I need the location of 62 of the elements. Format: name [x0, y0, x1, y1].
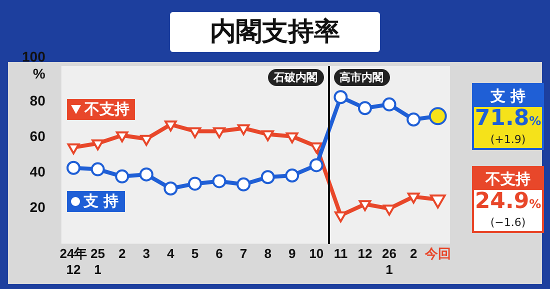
text: 不支持 — [486, 170, 530, 188]
x-tick-label: 今回 — [424, 246, 451, 262]
x-tick-label: 4 — [167, 246, 176, 262]
point — [164, 120, 177, 132]
point — [286, 132, 298, 144]
point — [92, 139, 104, 150]
point — [140, 134, 153, 146]
point — [382, 97, 396, 112]
point — [358, 200, 372, 212]
x-tick-label: 3 — [142, 246, 150, 262]
point — [139, 167, 154, 182]
point — [90, 162, 105, 176]
point — [260, 170, 275, 184]
y-tick-label: 60 — [30, 128, 46, 144]
point — [358, 101, 372, 116]
point — [406, 112, 421, 127]
point — [383, 204, 396, 216]
point — [310, 142, 323, 154]
x-tick-label: 26 1 — [382, 246, 397, 277]
point — [237, 124, 250, 136]
point — [334, 90, 348, 104]
data-label: 24.9% — [474, 189, 542, 216]
x-tick-label: 5 — [191, 246, 199, 262]
legend-label: 不支持 — [67, 98, 136, 120]
point — [334, 211, 347, 222]
point — [164, 182, 178, 196]
point — [188, 127, 202, 138]
point — [213, 127, 226, 138]
x-tick-label: 12 — [358, 246, 372, 262]
point — [407, 192, 420, 204]
x-tick-label: 8 — [264, 246, 272, 262]
data-label: 71.8% — [474, 106, 542, 133]
point — [188, 176, 202, 191]
text: 支 持 — [490, 86, 526, 105]
point — [67, 143, 80, 154]
point — [116, 131, 128, 142]
y-tick-label: 100 % — [22, 48, 46, 82]
text: (−1.6) — [489, 216, 527, 232]
point — [115, 169, 130, 184]
x-tick-label: 9 — [288, 246, 296, 262]
x-tick-label: 24年 12 — [60, 246, 88, 277]
chart-title: 内閣支持率 — [170, 12, 380, 52]
legend-label: 支 持 — [67, 191, 125, 212]
point — [212, 174, 226, 188]
x-tick-label: 6 — [216, 246, 223, 262]
x-tick-label: 11 — [334, 246, 348, 262]
annotation: 高市内閣 — [334, 69, 390, 86]
point — [262, 130, 274, 142]
point — [309, 158, 324, 172]
x-tick-label: 7 — [240, 246, 248, 262]
text: (+1.9) — [489, 132, 527, 148]
x-tick-label: 2 — [118, 246, 126, 262]
x-tick-label: 2 — [410, 246, 418, 262]
y-tick-label: 20 — [30, 199, 46, 216]
annotation: 石破内閣 — [268, 69, 324, 86]
y-tick-label: 40 — [30, 164, 46, 180]
point — [285, 168, 300, 183]
y-tick-label: 80 — [30, 92, 46, 108]
point — [236, 177, 251, 192]
point — [66, 160, 81, 175]
x-tick-label: 25 1 — [90, 246, 106, 277]
x-tick-label: 10 — [309, 246, 324, 262]
